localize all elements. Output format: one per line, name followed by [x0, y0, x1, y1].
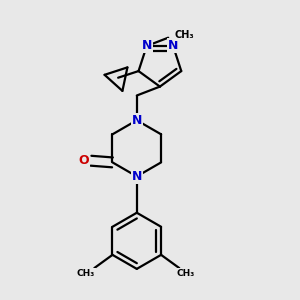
Text: N: N	[132, 114, 142, 127]
Text: N: N	[168, 40, 178, 52]
Text: CH₃: CH₃	[174, 30, 194, 40]
Text: CH₃: CH₃	[77, 268, 95, 278]
Text: N: N	[142, 40, 152, 52]
Text: CH₃: CH₃	[177, 268, 195, 278]
Text: N: N	[132, 170, 142, 183]
Text: O: O	[78, 154, 89, 167]
